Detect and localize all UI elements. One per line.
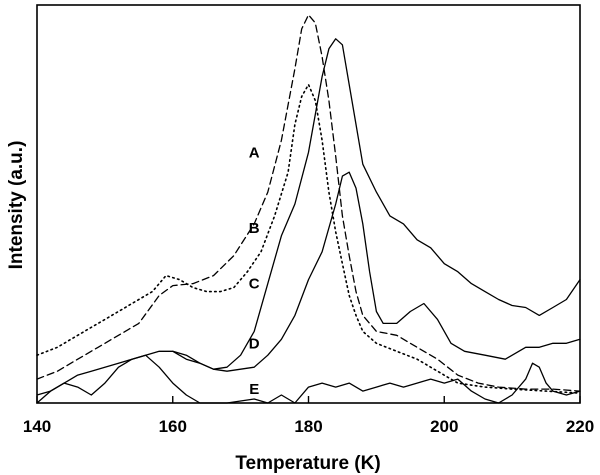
x-tick-label: 220: [566, 417, 594, 436]
x-tick-label: 140: [23, 417, 51, 436]
series-label-e: E: [249, 381, 259, 398]
series-label-a: A: [249, 144, 260, 161]
series-line-c: [172, 38, 581, 370]
y-axis-title: Intensity (a.u.): [6, 141, 27, 270]
series-label-c: C: [249, 276, 260, 293]
x-axis-title: Temperature (K): [235, 453, 380, 474]
series-line-d: [36, 171, 581, 396]
series-line-a: [36, 14, 581, 392]
x-tick-label: 160: [159, 417, 187, 436]
series-line-b: [36, 83, 581, 394]
curves-layer: [36, 14, 581, 404]
x-tick-label: 200: [430, 417, 458, 436]
plot-frame: [36, 4, 581, 404]
x-tick-label: 180: [294, 417, 322, 436]
series-label-b: B: [249, 220, 260, 237]
series-label-d: D: [249, 335, 260, 352]
x-axis-ticks: 140 160 180 200 220: [23, 396, 594, 436]
curve-labels-layer: A B C D E: [249, 144, 260, 398]
series-line-e: [36, 354, 581, 404]
